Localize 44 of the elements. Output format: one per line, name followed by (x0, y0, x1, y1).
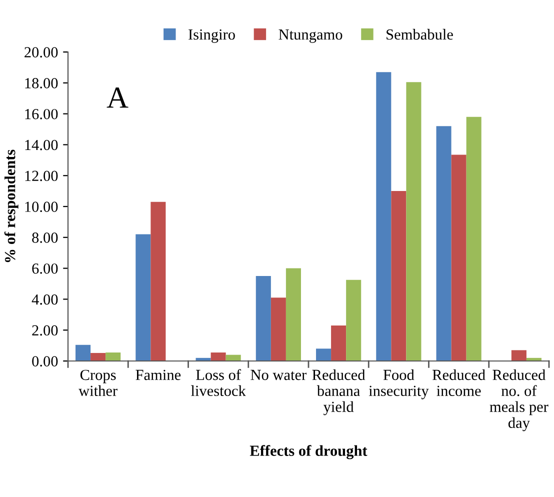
y-tick-label: 6.00 (32, 263, 58, 274)
y-axis-title: % of respondents (4, 150, 18, 262)
x-tick-label: Food insecurity (368, 369, 429, 400)
bar (376, 72, 392, 361)
x-axis-title: Effects of drought (250, 445, 368, 460)
y-tick-label: 0.00 (32, 356, 58, 367)
x-tick-label: Famine (136, 370, 181, 380)
y-tick-label: 20.00 (24, 47, 58, 58)
y-tick-label: 10.00 (25, 202, 58, 212)
y-tick-label: 14.00 (25, 140, 58, 150)
y-tick-label: 18.00 (25, 78, 58, 88)
y-tick-label: 2.00 (32, 325, 58, 336)
bar (270, 298, 286, 361)
bar (436, 126, 452, 361)
bar (451, 154, 466, 361)
x-tick-label: Reduced no. of meals per day (490, 369, 548, 432)
x-tick-label: Reduced income (432, 369, 486, 396)
bar (316, 348, 332, 361)
bar (210, 352, 226, 361)
bar (466, 116, 482, 361)
bar (286, 268, 301, 361)
legend-label: Sembabule (386, 28, 453, 40)
legend-label: Ntungamo (278, 30, 342, 43)
bar (150, 202, 166, 361)
y-tick-label: 16.00 (25, 108, 58, 120)
bar (106, 352, 121, 361)
y-tick-label: 12.00 (25, 170, 58, 182)
x-tick-label: Reduced banana yield (312, 369, 366, 416)
y-tick-label: 8.00 (32, 232, 58, 243)
x-tick-label: No water (250, 370, 307, 380)
x-tick-label: Loss of livestock (191, 369, 246, 396)
bar (331, 325, 346, 361)
y-tick-label: 4.00 (32, 294, 58, 305)
bar (90, 352, 106, 361)
bar (346, 280, 362, 361)
bar (76, 344, 91, 361)
bar (406, 82, 422, 361)
bar (391, 191, 406, 361)
annotation: A (106, 87, 128, 108)
bar (256, 276, 271, 361)
x-tick-label: Crops wither (78, 370, 118, 396)
legend-label: Isingiro (188, 29, 235, 43)
bar (511, 350, 526, 361)
bar (136, 234, 151, 361)
